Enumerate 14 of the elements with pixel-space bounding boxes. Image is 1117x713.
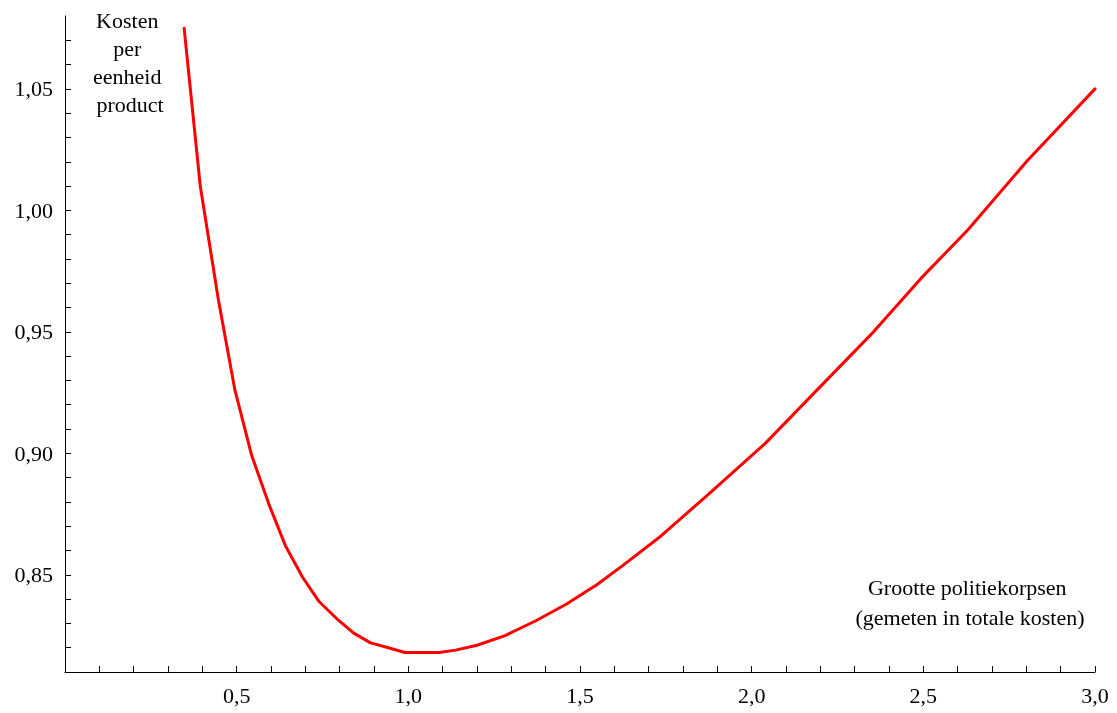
y-axis-title: Kosten per eenheid product: [93, 7, 167, 117]
x-tick-label: 3,0: [1081, 682, 1109, 708]
x-tick-label: 0,5: [222, 682, 251, 708]
x-tick-label: 1,0: [394, 682, 423, 708]
y-tick-label: 1,05: [14, 76, 53, 102]
x-tick-label: 2,0: [737, 682, 766, 708]
x-tick-label: 1,5: [566, 682, 594, 708]
x-axis-title: Grootte politiekorpsen (gemeten in totale kosten): [855, 574, 1085, 630]
line-series: [182, 26, 1097, 655]
y-tick-label: 0,95: [14, 319, 53, 345]
y-tick-label: 0,85: [14, 562, 53, 588]
y-tick-label: 1,00: [14, 197, 53, 223]
x-tick-label: 2,5: [909, 682, 938, 708]
y-tick-label: 0,90: [14, 440, 53, 466]
